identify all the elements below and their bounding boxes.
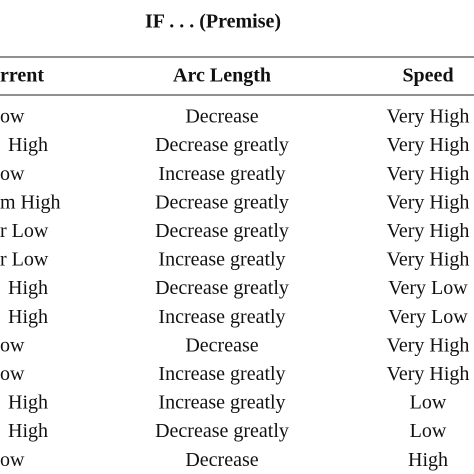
cell: High <box>8 306 48 328</box>
cell: Increase greatly <box>158 363 285 385</box>
cell: Decrease <box>185 106 258 128</box>
cell: Very High <box>387 163 470 185</box>
cell: Increase greatly <box>158 249 285 271</box>
cell: ow <box>0 363 25 385</box>
cell: Very Low <box>388 306 468 328</box>
cell: ow <box>0 163 25 185</box>
cell: Very High <box>387 134 470 156</box>
column-header: Speed <box>402 65 453 87</box>
cell: Increase greatly <box>158 392 285 414</box>
cell: Decrease greatly <box>155 220 289 242</box>
cell: Increase greatly <box>158 163 285 185</box>
cell: High <box>8 392 48 414</box>
cell: Very High <box>387 106 470 128</box>
cell: Very High <box>387 191 470 213</box>
cell: Decrease <box>185 334 258 356</box>
cell: High <box>8 134 48 156</box>
cell: High <box>408 449 448 471</box>
cell: High <box>8 277 48 299</box>
cell: Very High <box>387 363 470 385</box>
cell: Increase greatly <box>158 306 285 328</box>
column-header: Arc Length <box>173 65 271 87</box>
cell: Very Low <box>388 277 468 299</box>
cell: r Low <box>0 249 49 271</box>
cell: Decrease greatly <box>155 191 289 213</box>
cell: r Low <box>0 220 49 242</box>
cell: m High <box>0 191 61 213</box>
premise-title: IF . . . (Premise) <box>145 11 281 33</box>
cell: Very High <box>387 249 470 271</box>
cell: ow <box>0 334 25 356</box>
cell: Low <box>410 420 447 442</box>
cell: Decrease greatly <box>155 420 289 442</box>
cell: Decrease greatly <box>155 134 289 156</box>
cell: Very High <box>387 220 470 242</box>
cell: Decrease <box>185 449 258 471</box>
cell: Very High <box>387 334 470 356</box>
cell: Low <box>410 392 447 414</box>
cell: High <box>8 420 48 442</box>
cell: Decrease greatly <box>155 277 289 299</box>
column-header: rrent <box>0 65 44 87</box>
cell: ow <box>0 106 25 128</box>
cell: ow <box>0 449 25 471</box>
